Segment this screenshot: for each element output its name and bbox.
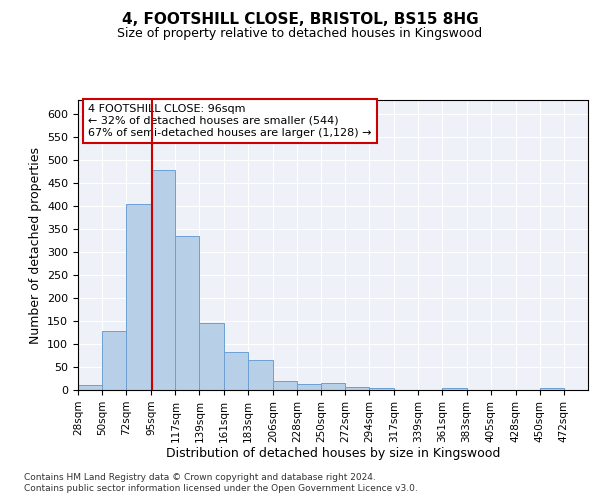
- Bar: [321, 383, 345, 390]
- Bar: [273, 381, 297, 390]
- Bar: [78, 386, 102, 390]
- Bar: [175, 236, 199, 390]
- Bar: [297, 384, 321, 390]
- Bar: [224, 352, 248, 390]
- Text: 4 FOOTSHILL CLOSE: 96sqm
← 32% of detached houses are smaller (544)
67% of semi-: 4 FOOTSHILL CLOSE: 96sqm ← 32% of detach…: [88, 104, 372, 138]
- Bar: [126, 204, 151, 390]
- Bar: [199, 324, 224, 390]
- X-axis label: Distribution of detached houses by size in Kingswood: Distribution of detached houses by size …: [166, 448, 500, 460]
- Bar: [442, 388, 467, 390]
- Text: Contains HM Land Registry data © Crown copyright and database right 2024.: Contains HM Land Registry data © Crown c…: [24, 472, 376, 482]
- Bar: [102, 331, 126, 390]
- Text: 4, FOOTSHILL CLOSE, BRISTOL, BS15 8HG: 4, FOOTSHILL CLOSE, BRISTOL, BS15 8HG: [122, 12, 478, 28]
- Bar: [345, 387, 369, 390]
- Bar: [248, 360, 273, 390]
- Y-axis label: Number of detached properties: Number of detached properties: [29, 146, 41, 344]
- Bar: [540, 388, 564, 390]
- Text: Size of property relative to detached houses in Kingswood: Size of property relative to detached ho…: [118, 28, 482, 40]
- Text: Contains public sector information licensed under the Open Government Licence v3: Contains public sector information licen…: [24, 484, 418, 493]
- Bar: [369, 388, 394, 390]
- Bar: [151, 170, 175, 390]
